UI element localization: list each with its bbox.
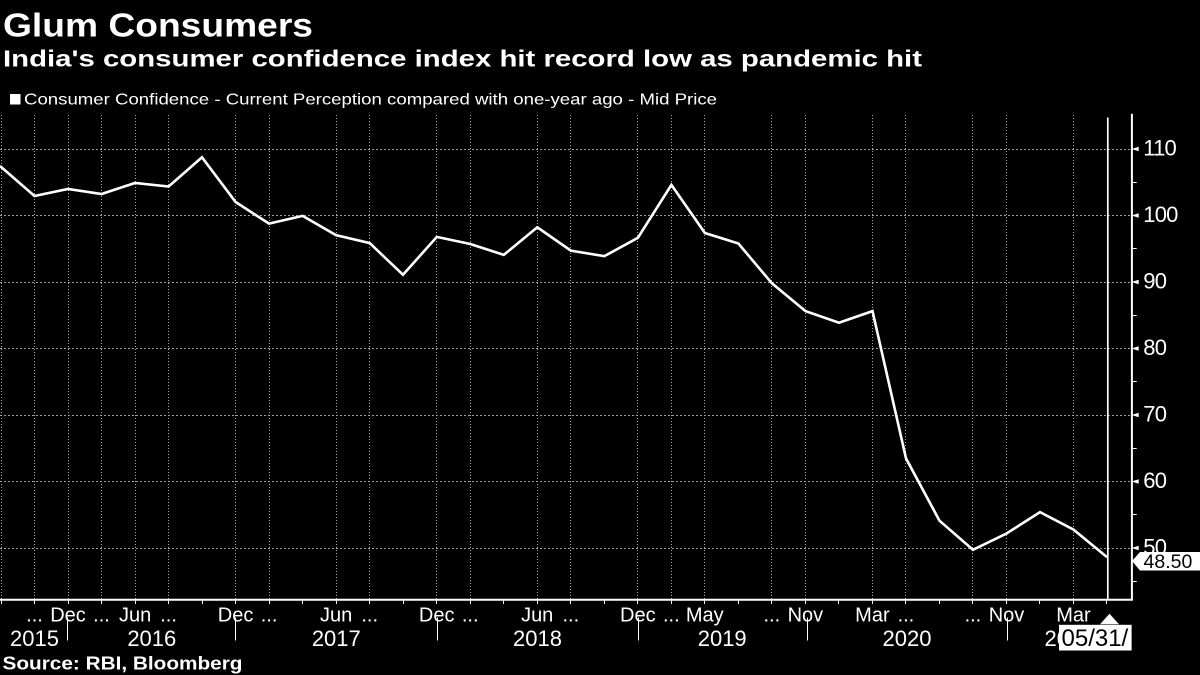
svg-text:60: 60: [1143, 468, 1166, 493]
svg-text:2020: 2020: [883, 626, 932, 651]
svg-text:India's consumer confidence in: India's consumer confidence index hit re…: [3, 45, 922, 71]
svg-text:2019: 2019: [698, 626, 747, 651]
svg-text:...: ...: [763, 605, 780, 627]
svg-text:...: ...: [26, 605, 43, 627]
svg-text:Dec: Dec: [419, 605, 455, 627]
svg-text:2018: 2018: [513, 626, 562, 651]
svg-text:...: ...: [663, 605, 680, 627]
svg-text:05/31/: 05/31/: [1062, 625, 1129, 652]
svg-text:...: ...: [562, 605, 579, 627]
svg-text:...: ...: [898, 605, 915, 627]
svg-text:May: May: [686, 605, 724, 627]
svg-text:90: 90: [1143, 269, 1166, 294]
svg-text:Glum Consumers: Glum Consumers: [3, 7, 313, 44]
svg-text:Nov: Nov: [989, 605, 1025, 627]
svg-text:110: 110: [1143, 136, 1176, 161]
svg-text:...: ...: [462, 605, 479, 627]
svg-text:2017: 2017: [312, 626, 361, 651]
svg-text:...: ...: [160, 605, 177, 627]
svg-text:48.50: 48.50: [1144, 551, 1193, 573]
svg-text:2016: 2016: [127, 626, 176, 651]
svg-text:...: ...: [361, 605, 378, 627]
svg-text:2015: 2015: [10, 626, 59, 651]
svg-text:80: 80: [1143, 335, 1166, 360]
svg-text:100: 100: [1143, 202, 1178, 227]
svg-text:Jun: Jun: [320, 605, 352, 627]
svg-text:Dec: Dec: [218, 605, 254, 627]
svg-text:Consumer Confidence - Current: Consumer Confidence - Current Perception…: [24, 92, 717, 109]
svg-text:Nov: Nov: [788, 605, 824, 627]
svg-text:Jun: Jun: [521, 605, 553, 627]
svg-text:Source: RBI, Bloomberg: Source: RBI, Bloomberg: [3, 653, 243, 673]
svg-text:Mar: Mar: [855, 605, 890, 627]
svg-text:Dec: Dec: [50, 605, 86, 627]
svg-text:...: ...: [261, 605, 278, 627]
svg-text:Dec: Dec: [620, 605, 656, 627]
svg-text:...: ...: [93, 605, 110, 627]
svg-text:Jun: Jun: [119, 605, 151, 627]
svg-text:Mar: Mar: [1056, 605, 1091, 627]
svg-text:70: 70: [1143, 402, 1166, 427]
svg-text:...: ...: [965, 605, 982, 627]
